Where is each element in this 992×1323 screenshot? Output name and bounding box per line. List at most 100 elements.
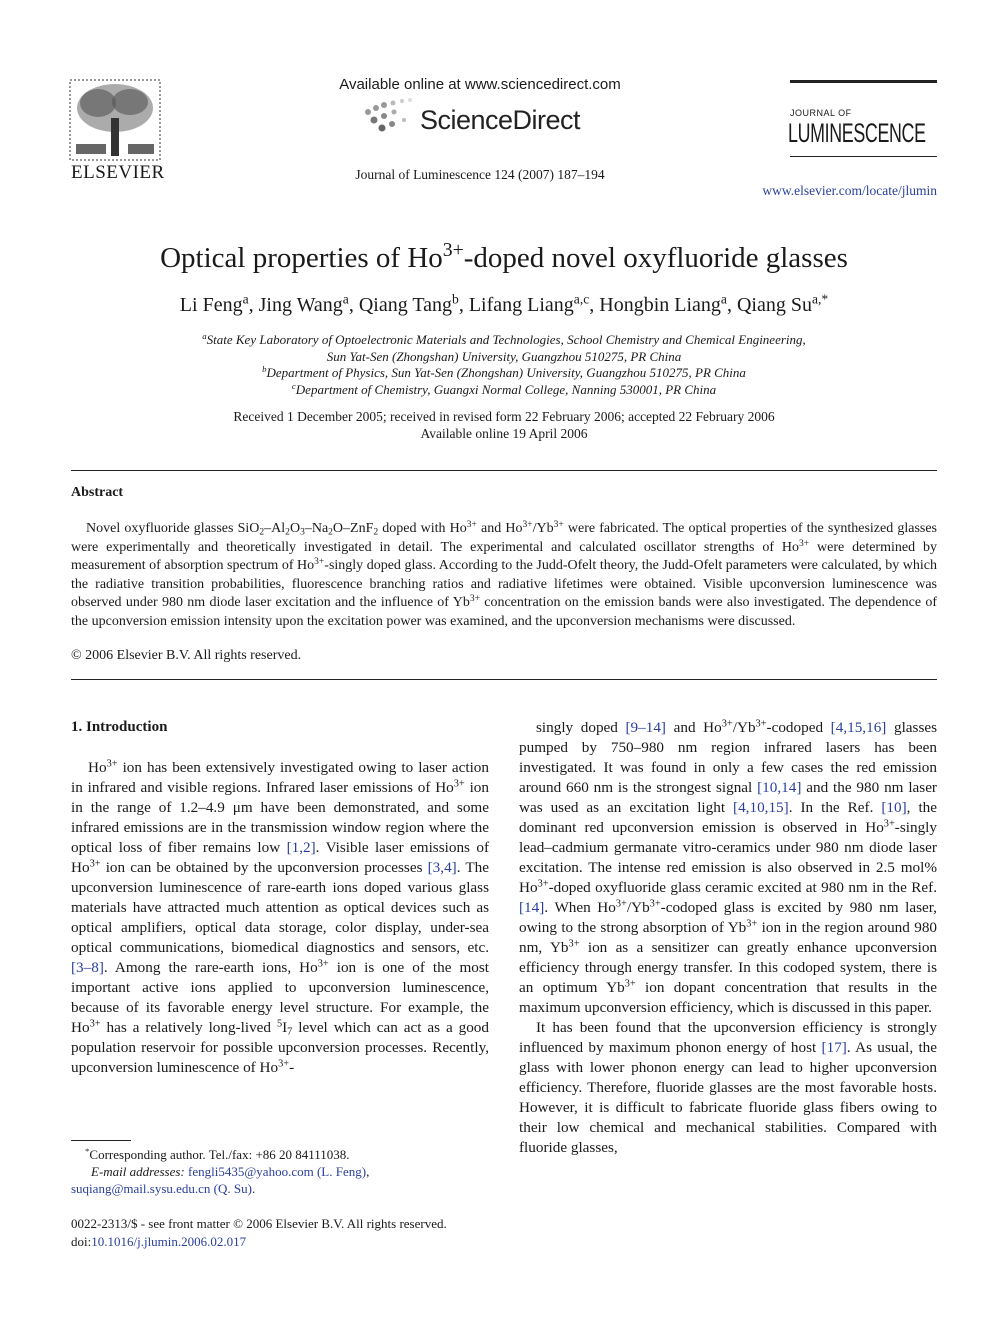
text-run: Department of Chemistry, Guangxi Normal …: [295, 382, 717, 398]
link[interactable]: suqiang@mail.sysu.edu.cn (Q. Su): [71, 1181, 252, 1196]
superscript: a: [720, 291, 727, 307]
link[interactable]: [17]: [821, 1039, 847, 1056]
text-run: /Yb: [626, 899, 650, 916]
text-run: doi:: [71, 1234, 92, 1249]
text-run: , Jing Wang: [248, 294, 343, 316]
subscript: 2: [328, 527, 333, 538]
text-run: O: [289, 521, 301, 536]
text-run: and Ho: [666, 719, 722, 736]
superscript: a,c: [573, 291, 590, 307]
text-run: ion in the region around 980 nm, Yb: [519, 919, 938, 956]
abstract-body: Novel oxyfluoride glasses SiO2–Al2O3–Na2…: [71, 520, 937, 631]
superscript: 3+: [553, 519, 564, 530]
superscript: 3+: [469, 593, 480, 604]
link[interactable]: [4,15,16]: [830, 719, 887, 736]
footnote-line: E-mail addresses: fengli5435@yahoo.com (…: [71, 1163, 491, 1180]
journal-logo: LUMINESCENCE: [788, 118, 926, 148]
superscript: 3+: [746, 918, 758, 930]
superscript: 3+: [278, 1058, 290, 1070]
link[interactable]: 10.1016/j.jlumin.2006.02.017: [91, 1234, 247, 1249]
superscript: 3+: [466, 519, 477, 530]
text-run: were determined by measurement of absorp…: [71, 539, 937, 574]
footnote-rule: [71, 1140, 131, 1141]
footnotes: *Corresponding author. Tel./fax: +86 20 …: [71, 1146, 491, 1197]
italic-run: E-mail addresses:: [91, 1164, 189, 1179]
text-run: I: [282, 1019, 288, 1036]
superscript: 3+: [721, 718, 733, 730]
link[interactable]: fengli5435@yahoo.com (L. Feng): [188, 1164, 367, 1179]
publisher-name: ELSEVIER: [71, 162, 165, 183]
superscript: a: [342, 291, 349, 307]
section-heading: 1. Introduction: [71, 719, 168, 735]
superscript: 3+: [615, 898, 627, 910]
text-run: ,: [366, 1164, 370, 1179]
doi: doi:10.1016/j.jlumin.2006.02.017: [71, 1234, 246, 1250]
superscript: *: [85, 1146, 90, 1157]
text-run: ion has been extensively investigated ow…: [71, 759, 489, 796]
paragraph: singly doped [9–14] and Ho3+/Yb3+-codope…: [519, 718, 937, 1018]
link[interactable]: [10,14]: [757, 779, 802, 796]
text-run: , Lifang Liang: [458, 294, 574, 316]
link[interactable]: [14]: [519, 899, 545, 916]
text-run: Ho: [88, 759, 107, 776]
text-run: O–ZnF: [332, 521, 374, 536]
superscript: 3+: [755, 718, 767, 730]
superscript: 3+: [568, 938, 580, 950]
subscript: 2: [285, 527, 290, 538]
text-run: /Yb: [732, 719, 756, 736]
superscript: 3+: [314, 556, 325, 567]
authors: Li Fenga, Jing Wanga, Qiang Tangb, Lifan…: [0, 291, 992, 317]
front-matter: 0022-2313/$ - see front matter © 2006 El…: [71, 1216, 447, 1231]
text-run: Sun Yat-Sen (Zhongshan) University, Guan…: [326, 348, 682, 364]
text-run: /Yb: [532, 521, 554, 536]
text-run: were fabricated. The optical properties …: [71, 521, 938, 555]
text-run: Optical properties of Ho: [160, 242, 443, 274]
text-run: ion as a sensitizer can greatly enhance …: [519, 939, 938, 996]
text-run: doped with Ho: [378, 521, 467, 536]
link[interactable]: [3,4]: [427, 859, 457, 876]
superscript: c: [291, 381, 296, 392]
superscript: a: [242, 291, 249, 307]
text-run: singly doped: [536, 719, 626, 736]
text-run: -singly doped glass. According to the Ju…: [71, 558, 937, 610]
superscript: a,*: [811, 291, 829, 307]
rule: [71, 679, 937, 680]
superscript: 3+: [883, 818, 895, 830]
text-run: –Na: [304, 521, 329, 536]
journal-url[interactable]: www.elsevier.com/locate/jlumin: [762, 183, 937, 198]
superscript: a: [202, 331, 207, 342]
sciencedirect-logo: ScienceDirect: [420, 105, 581, 135]
text-run: Novel oxyfluoride glasses SiO: [86, 521, 260, 536]
text-run: , Qiang Su: [726, 294, 812, 316]
link[interactable]: [9–14]: [625, 719, 667, 736]
text-run: –Al: [264, 521, 286, 536]
text-run: has a relatively long-lived: [100, 1019, 277, 1036]
link[interactable]: [4,10,15]: [733, 799, 789, 816]
left-column: Ho 3+ ion has been extensively investigat…: [71, 758, 489, 1078]
text-run: level which can act as a good population…: [71, 1019, 489, 1076]
subscript: 7: [287, 1026, 293, 1038]
link[interactable]: [1,2]: [286, 839, 316, 856]
superscript: 3+: [317, 958, 329, 970]
paragraph: It has been found that the upconversion …: [519, 1018, 937, 1158]
rule: [71, 470, 937, 471]
superscript: b: [452, 291, 459, 307]
text-run: -: [289, 1059, 295, 1076]
text-run: ion in the range of 1.2–4.9 μm have been…: [71, 779, 489, 856]
text-run: and the 980 nm laser was used as an exci…: [519, 779, 937, 816]
journal-citation: Journal of Luminescence 124 (2007) 187–1…: [355, 167, 605, 182]
text-run: , Hongbin Liang: [589, 294, 721, 316]
text-run: -doped oxyfluoride glass ceramic excited…: [548, 879, 937, 896]
text-run: -doped novel oxyfluoride glasses: [463, 242, 848, 274]
link[interactable]: [3–8]: [71, 959, 104, 976]
date-line: Available online 19 April 2006: [420, 426, 588, 441]
superscript: 3+: [442, 239, 464, 262]
abstract-heading: Abstract: [71, 485, 124, 500]
affiliations: aState Key Laboratory of Optoelectronic …: [100, 332, 908, 399]
superscript: b: [262, 364, 267, 375]
superscript: 3+: [649, 898, 661, 910]
link[interactable]: [10]: [881, 799, 907, 816]
text-run: , the dominant red upconversion emission…: [519, 799, 937, 836]
